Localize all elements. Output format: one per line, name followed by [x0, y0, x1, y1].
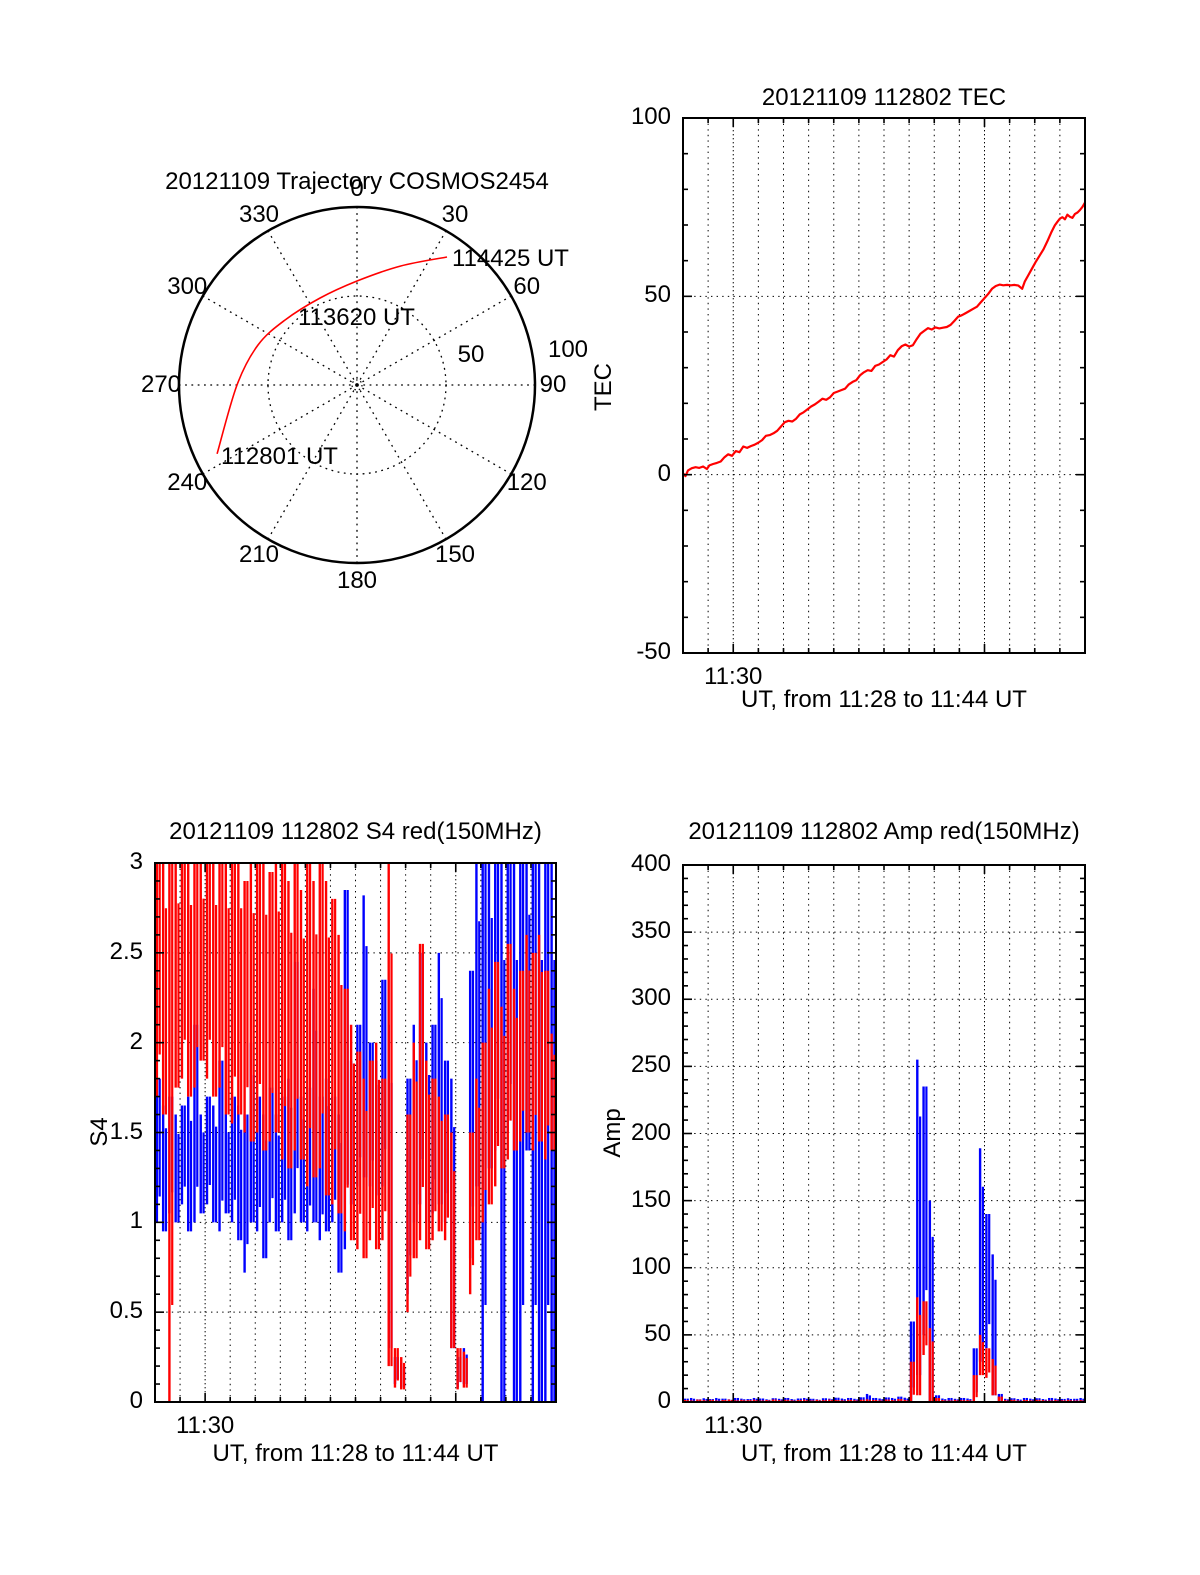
axes — [682, 117, 1086, 654]
series — [155, 863, 556, 1402]
trajectory-annotation: 112801 UT — [221, 443, 338, 470]
grid — [683, 865, 1085, 1402]
amp-xlabel: UT, from 11:28 to 11:44 UT — [741, 1440, 1027, 1467]
blue-envelope — [683, 1059, 1085, 1402]
polar-spoke — [202, 384, 358, 475]
tec-plot-group — [682, 117, 1086, 654]
amp-ytick-label: 0 — [657, 1387, 671, 1414]
azimuth-label: 240 — [167, 469, 208, 496]
polar-outer-circle — [177, 205, 537, 565]
polar-spoke — [202, 295, 358, 386]
s4-ytick-label: 2.5 — [109, 937, 143, 965]
tec-ytick-label: -50 — [636, 638, 671, 665]
trajectory-path — [216, 256, 448, 455]
s4-xlabel: UT, from 11:28 to 11:44 UT — [212, 1440, 499, 1467]
amp-ytick-label: 250 — [630, 1051, 671, 1079]
red(150MHz)-envelope — [155, 863, 556, 1402]
s4-title: 20121109 112802 S4 red(150MHz) — [169, 818, 542, 845]
s4-ytick-label: 1.5 — [109, 1117, 143, 1145]
amp-ytick-label: 300 — [630, 984, 671, 1012]
tec-title: 20121109 112802 TEC — [761, 84, 1007, 111]
azimuth-label: 60 — [513, 273, 541, 300]
amp-ytick-label: 400 — [630, 850, 671, 877]
amp-xtick-label: 11:30 — [704, 1412, 763, 1439]
axes — [154, 862, 557, 1403]
azimuth-label: 180 — [336, 567, 378, 594]
azimuth-label: 0 — [350, 175, 364, 202]
axes — [682, 864, 1086, 1403]
amp-ytick-label: 50 — [644, 1319, 671, 1347]
s4-ytick-label: 0.5 — [109, 1297, 143, 1325]
tec-ylabel: TEC — [590, 363, 617, 411]
tec-ytick-label: 100 — [630, 103, 671, 130]
series — [683, 1059, 1085, 1402]
amp-ytick-label: 350 — [630, 917, 671, 945]
s4-xtick-label: 11:30 — [175, 1412, 235, 1439]
s4-plot-group — [154, 862, 557, 1403]
azimuth-label: 120 — [506, 469, 547, 496]
azimuth-label: 30 — [441, 201, 469, 229]
tec-xlabel: UT, from 11:28 to 11:44 UT — [741, 686, 1027, 713]
radial-tick-label: 100 — [547, 336, 589, 363]
trajectory-title: 20121109 Trajectory COSMOS2454 — [165, 168, 549, 195]
tec-ytick-label: 50 — [644, 281, 671, 309]
azimuth-label: 330 — [238, 201, 280, 229]
trajectory-plot-group — [177, 205, 537, 565]
azimuth-label: 150 — [434, 540, 476, 568]
s4-ytick-label: 0 — [129, 1387, 143, 1414]
red(150MHz)-envelope — [683, 1297, 1085, 1402]
amp-ytick-label: 150 — [630, 1185, 671, 1213]
polar-spoke — [267, 384, 358, 540]
polar-ring-50 — [267, 295, 447, 475]
tec-xtick-label: 11:30 — [704, 663, 763, 690]
amp-ylabel: Amp — [599, 1108, 626, 1158]
polar-spoke — [356, 384, 447, 540]
tec-line — [682, 201, 1086, 478]
azimuth-label: 300 — [167, 273, 208, 300]
s4-ytick-label: 1 — [129, 1207, 143, 1235]
amp-plot-group — [682, 864, 1086, 1403]
radial-tick-label: 50 — [457, 341, 485, 368]
grid — [155, 863, 556, 1402]
trajectory-annotation: 114425 UT — [452, 245, 569, 272]
amp-ytick-label: 100 — [630, 1252, 671, 1280]
polar-spoke — [356, 230, 447, 386]
grid — [683, 118, 1085, 653]
polar-spoke — [356, 384, 512, 475]
s4-ytick-label: 2 — [129, 1027, 143, 1055]
s4-ylabel: S4 — [86, 1117, 113, 1147]
series — [682, 201, 1086, 478]
s4-ytick-label: 3 — [129, 848, 143, 875]
polar-center-ring — [351, 379, 363, 391]
amp-ytick-label: 200 — [630, 1118, 671, 1146]
trajectory-annotation: 113620 UT — [298, 304, 415, 331]
azimuth-label: 90 — [539, 371, 567, 398]
azimuth-label: 270 — [140, 371, 182, 398]
azimuth-label: 210 — [238, 540, 280, 568]
tec-ytick-label: 0 — [657, 459, 671, 487]
amp-title: 20121109 112802 Amp red(150MHz) — [688, 818, 1080, 845]
